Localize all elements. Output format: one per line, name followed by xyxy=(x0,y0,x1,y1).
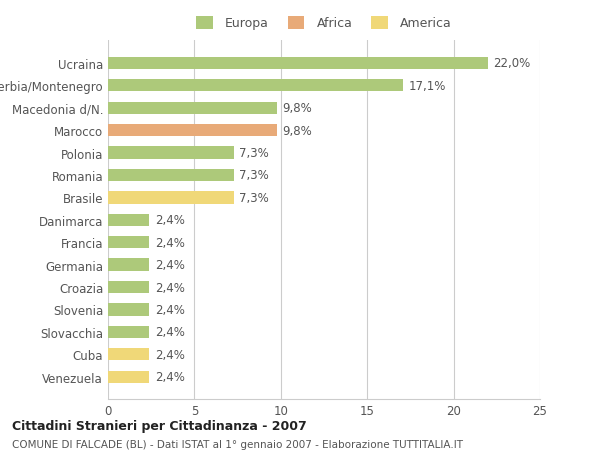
Text: 2,4%: 2,4% xyxy=(155,326,185,339)
Bar xyxy=(108,304,149,316)
Text: 7,3%: 7,3% xyxy=(239,147,269,160)
Bar xyxy=(108,326,149,338)
Bar xyxy=(108,214,149,226)
Text: 9,8%: 9,8% xyxy=(283,124,312,137)
Bar xyxy=(108,169,234,182)
Bar xyxy=(108,80,403,92)
Text: 7,3%: 7,3% xyxy=(239,191,269,204)
Text: 22,0%: 22,0% xyxy=(493,57,530,70)
Text: 17,1%: 17,1% xyxy=(409,79,446,93)
Text: 2,4%: 2,4% xyxy=(155,370,185,383)
Bar xyxy=(108,348,149,361)
Bar xyxy=(108,57,488,70)
Bar xyxy=(108,102,277,115)
Bar xyxy=(108,147,234,159)
Text: 2,4%: 2,4% xyxy=(155,236,185,249)
Text: Cittadini Stranieri per Cittadinanza - 2007: Cittadini Stranieri per Cittadinanza - 2… xyxy=(12,419,307,432)
Text: 2,4%: 2,4% xyxy=(155,281,185,294)
Bar xyxy=(108,371,149,383)
Text: 2,4%: 2,4% xyxy=(155,303,185,316)
Text: 2,4%: 2,4% xyxy=(155,258,185,272)
Text: 7,3%: 7,3% xyxy=(239,169,269,182)
Bar xyxy=(108,259,149,271)
Legend: Europa, Africa, America: Europa, Africa, America xyxy=(191,12,457,35)
Bar xyxy=(108,125,277,137)
Text: 9,8%: 9,8% xyxy=(283,102,312,115)
Text: 2,4%: 2,4% xyxy=(155,214,185,227)
Text: 2,4%: 2,4% xyxy=(155,348,185,361)
Bar xyxy=(108,192,234,204)
Text: COMUNE DI FALCADE (BL) - Dati ISTAT al 1° gennaio 2007 - Elaborazione TUTTITALIA: COMUNE DI FALCADE (BL) - Dati ISTAT al 1… xyxy=(12,440,463,449)
Bar xyxy=(108,281,149,294)
Bar xyxy=(108,236,149,249)
